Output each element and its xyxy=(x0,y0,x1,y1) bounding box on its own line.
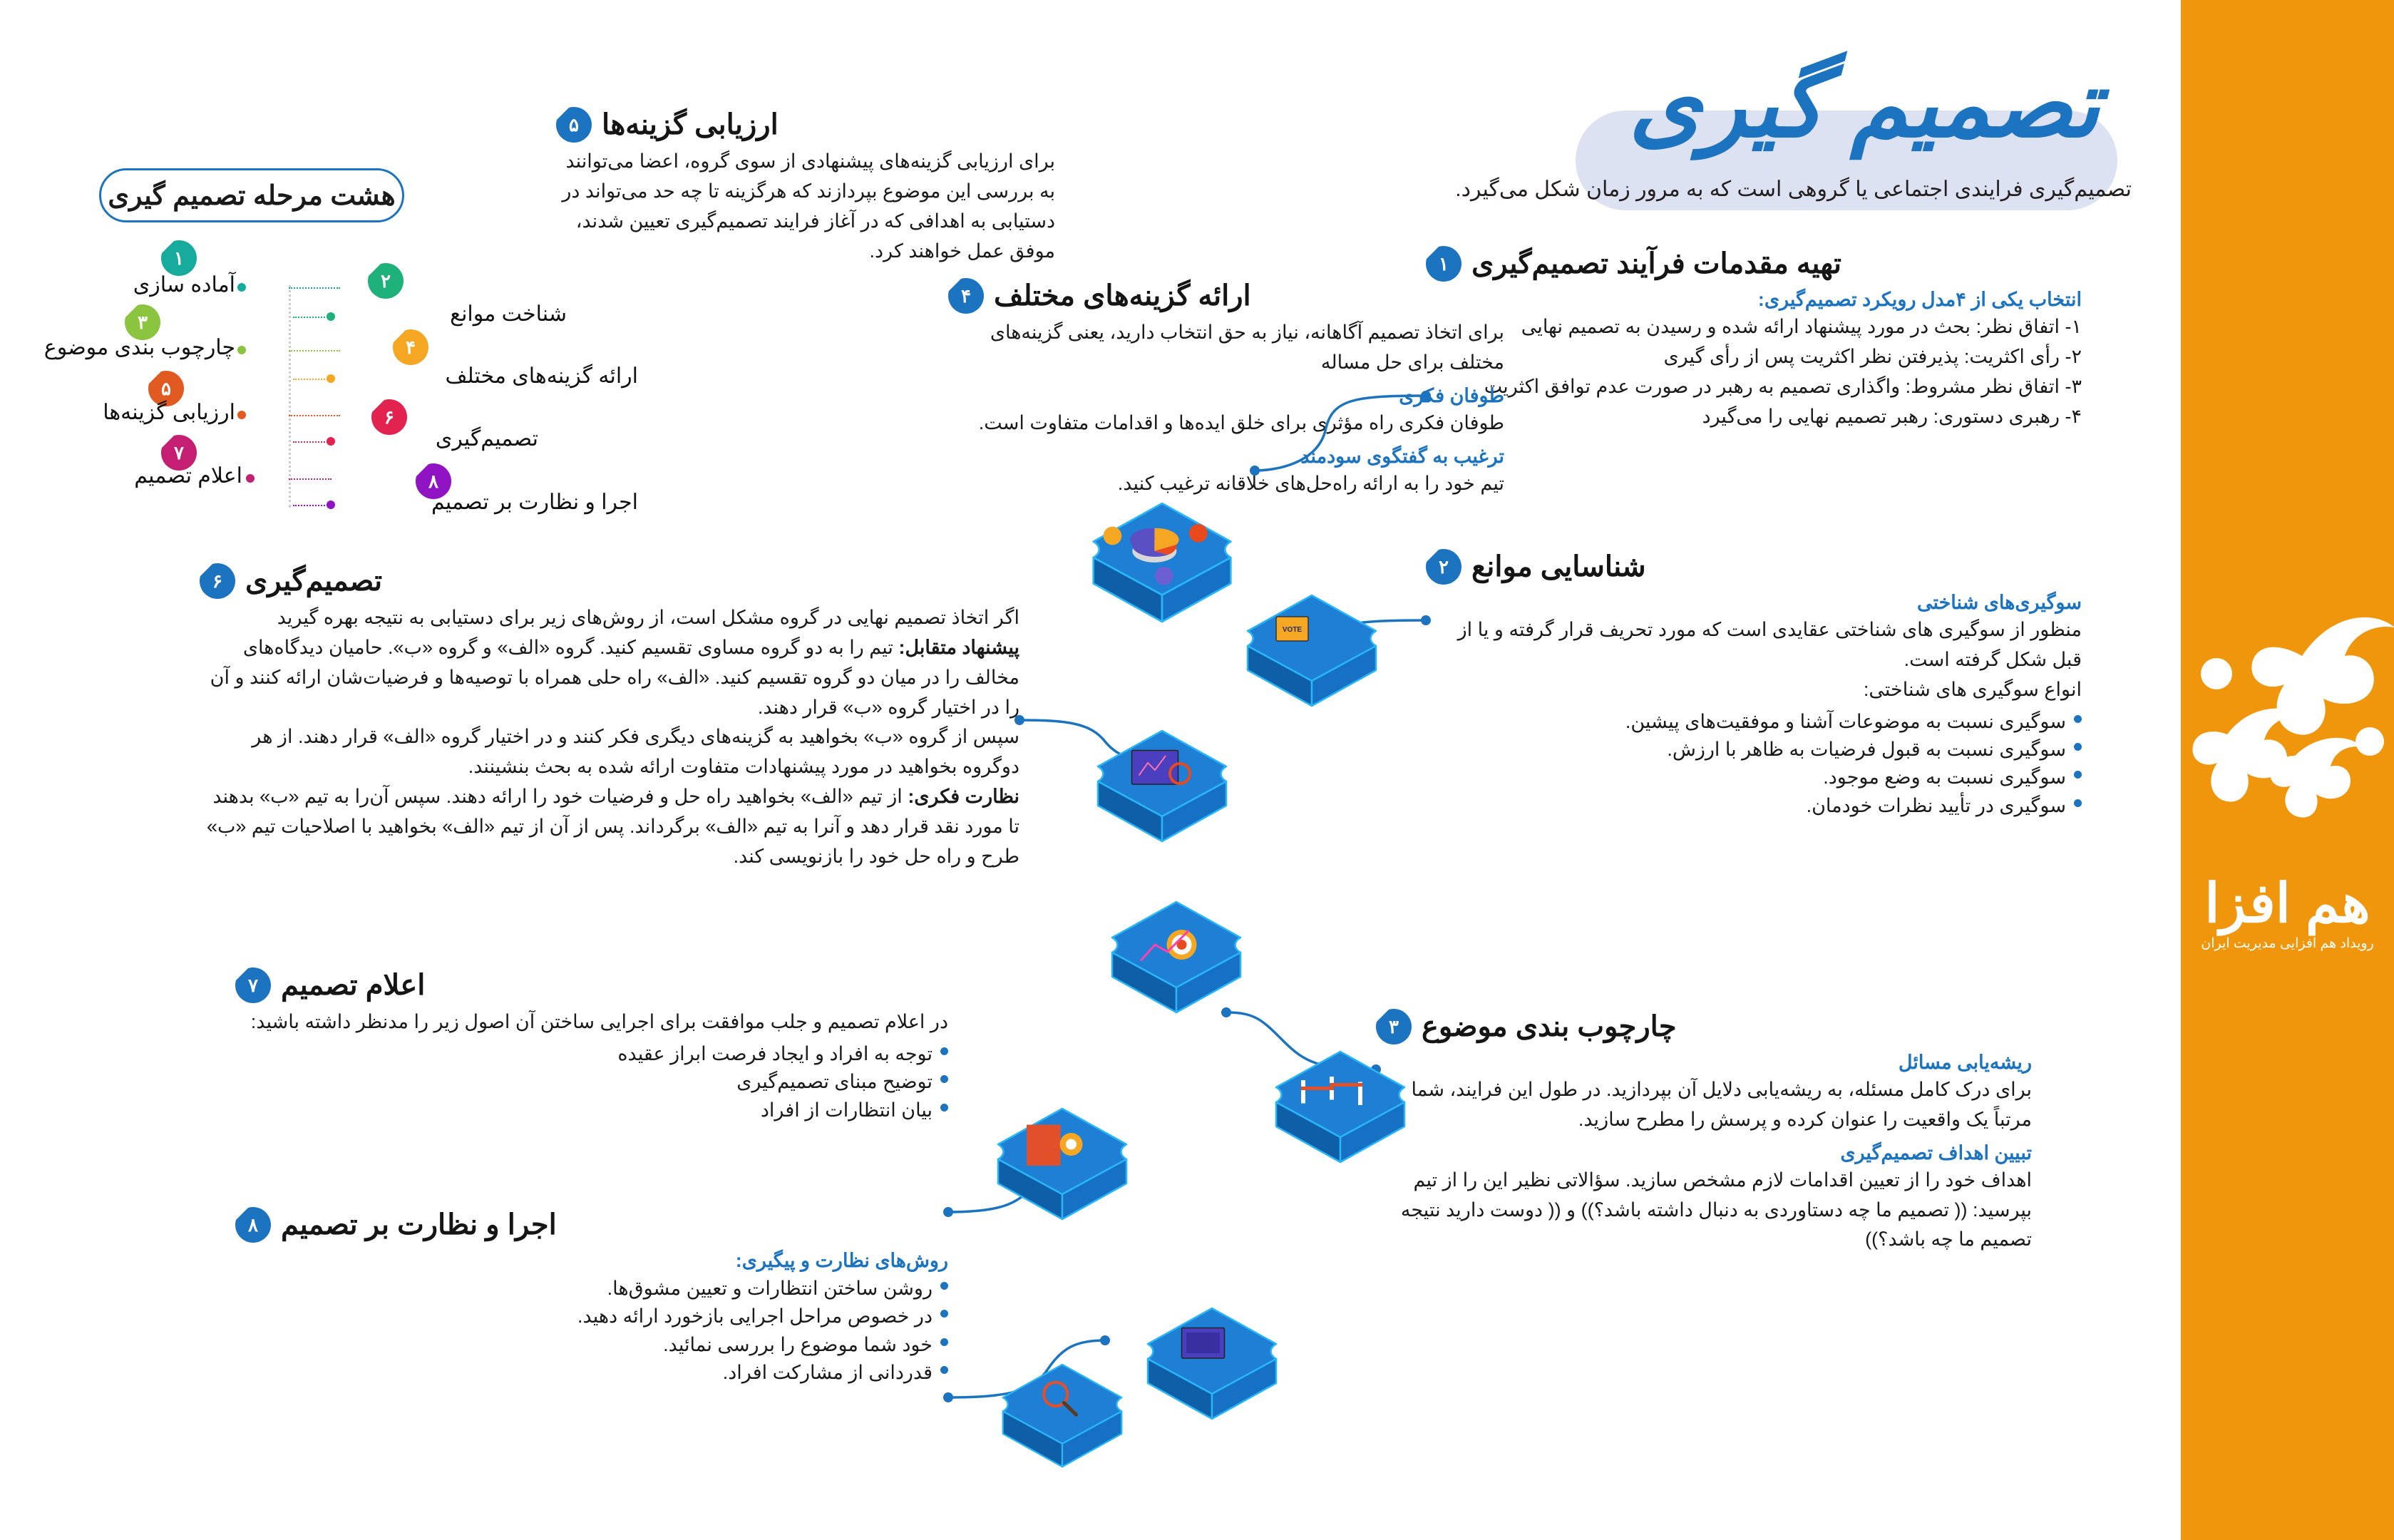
svg-text:VOTE: VOTE xyxy=(1283,626,1303,634)
